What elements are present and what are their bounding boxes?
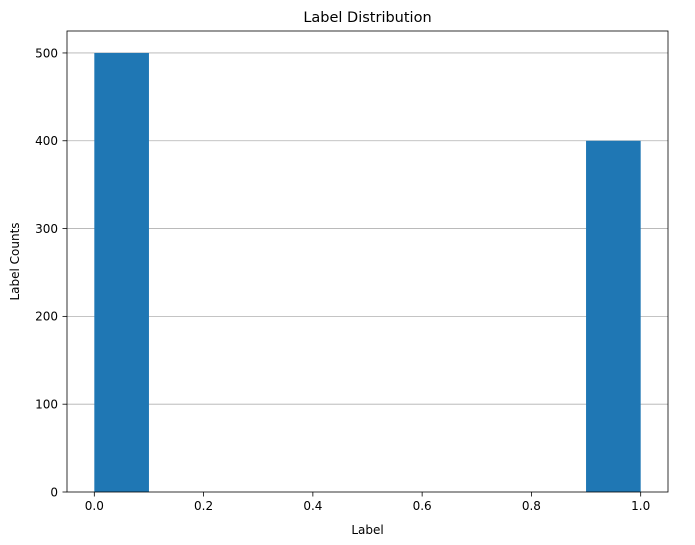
plot-frame bbox=[66, 30, 669, 493]
x-axis-ticks: 0.0 0.2 0.4 0.6 0.8 1.0 bbox=[85, 492, 650, 513]
y-tick-label: 100 bbox=[35, 397, 58, 411]
x-tick-label: 0.2 bbox=[194, 499, 213, 513]
y-tick-label: 0 bbox=[50, 485, 58, 499]
x-tick-label: 0.8 bbox=[522, 499, 541, 513]
chart-title: Label Distribution bbox=[303, 10, 431, 26]
x-tick-label: 0.4 bbox=[303, 499, 322, 513]
y-gridlines bbox=[67, 52, 668, 405]
y-tick-label: 500 bbox=[35, 46, 58, 60]
x-tick-label: 0.6 bbox=[413, 499, 432, 513]
x-tick-label: 1.0 bbox=[631, 499, 650, 513]
y-tick-label: 400 bbox=[35, 134, 58, 148]
x-axis-label: Label bbox=[351, 523, 383, 537]
bar-1 bbox=[586, 140, 641, 492]
x-tick-label: 0.0 bbox=[85, 499, 104, 513]
y-axis-label: Label Counts bbox=[8, 222, 22, 300]
bar-0 bbox=[94, 52, 149, 492]
y-axis-ticks: 0 100 200 300 400 500 bbox=[35, 46, 67, 499]
y-tick-label: 200 bbox=[35, 310, 58, 324]
bars bbox=[94, 52, 641, 492]
y-tick-label: 300 bbox=[35, 222, 58, 236]
